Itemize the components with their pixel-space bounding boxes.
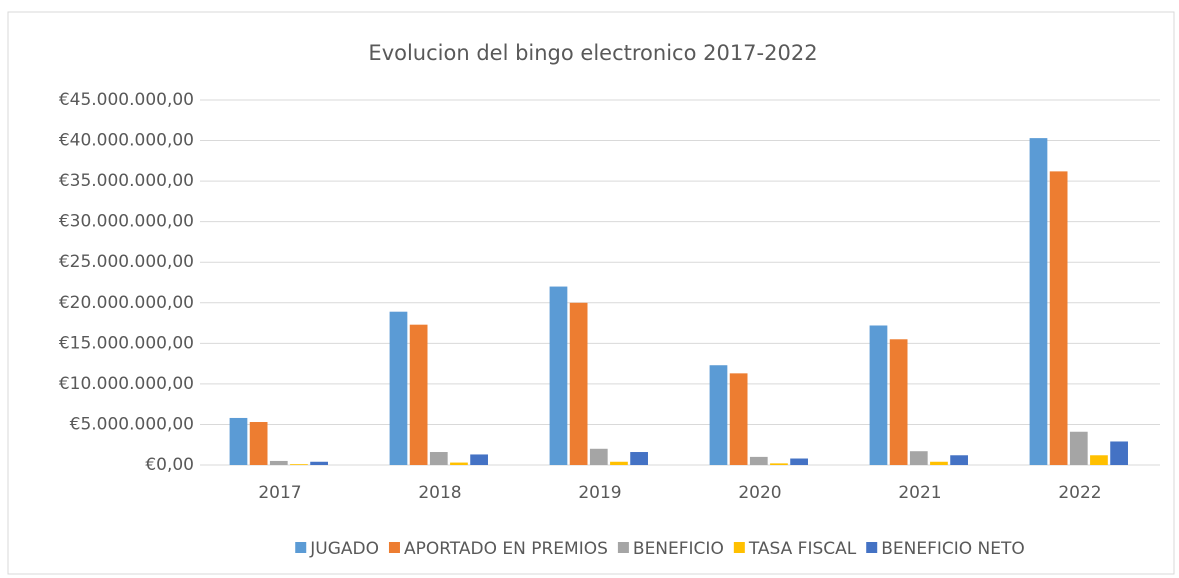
bar [409, 324, 428, 465]
bar [470, 454, 488, 465]
bar [790, 458, 808, 465]
bar [869, 325, 888, 465]
y-tick-label: €25.000.000,00 [59, 252, 194, 272]
x-tick-label: 2019 [578, 483, 621, 503]
x-tick-label: 2021 [898, 483, 941, 503]
bar [749, 456, 768, 465]
legend-swatch [733, 542, 745, 553]
legend-swatch [866, 542, 878, 553]
bar [1069, 431, 1088, 465]
y-tick-label: €30.000.000,00 [59, 212, 194, 232]
bar [610, 461, 628, 465]
x-tick-label: 2017 [258, 483, 301, 503]
y-tick-label: €35.000.000,00 [59, 171, 194, 191]
bar [569, 302, 588, 465]
legend-swatch [617, 542, 629, 553]
bar [950, 455, 968, 465]
y-tick-label: €15.000.000,00 [59, 333, 194, 353]
legend-label: APORTADO EN PREMIOS [404, 539, 608, 559]
bar [549, 286, 568, 465]
bar [1090, 455, 1108, 465]
legend-swatch [295, 542, 307, 553]
bar [450, 462, 468, 465]
legend-label: BENEFICIO [633, 539, 724, 559]
y-tick-label: €20.000.000,00 [59, 293, 194, 313]
y-tick-label: €40.000.000,00 [59, 131, 194, 151]
bar [249, 422, 268, 465]
bar [429, 452, 448, 465]
bar [889, 339, 908, 465]
bar [930, 461, 948, 465]
bar [269, 460, 288, 465]
y-tick-label: €0,00 [145, 455, 194, 475]
legend-swatch [388, 542, 400, 553]
bar [310, 461, 328, 465]
y-tick-label: €10.000.000,00 [59, 374, 194, 394]
bar [1049, 171, 1068, 465]
legend-label: TASA FISCAL [748, 539, 857, 559]
bar [729, 373, 748, 465]
chart-title: Evolucion del bingo electronico 2017-202… [368, 41, 817, 65]
y-tick-label: €5.000.000,00 [70, 414, 194, 434]
bar [589, 448, 608, 465]
x-tick-label: 2018 [418, 483, 461, 503]
legend-label: JUGADO [309, 539, 379, 559]
bar [1029, 138, 1048, 465]
x-tick-label: 2020 [738, 483, 781, 503]
bar [709, 365, 728, 465]
chart-border [7, 11, 1175, 575]
x-tick-label: 2022 [1058, 483, 1101, 503]
bar [389, 311, 408, 465]
bar [630, 452, 648, 465]
bar [1110, 441, 1128, 465]
bar [909, 451, 928, 465]
bar [290, 464, 308, 465]
y-tick-label: €45.000.000,00 [59, 90, 194, 110]
legend-label: BENEFICIO NETO [881, 539, 1025, 559]
bar [229, 417, 248, 465]
bar [770, 463, 788, 465]
